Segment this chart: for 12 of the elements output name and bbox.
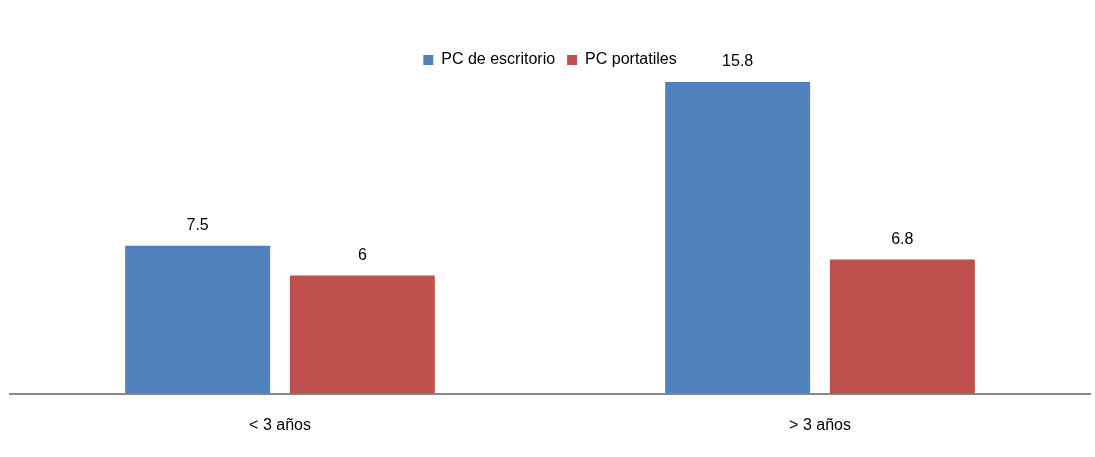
bar <box>289 275 435 394</box>
data-label: 7.5 <box>186 216 209 234</box>
data-label: 6.8 <box>891 229 914 247</box>
x-tick-label: > 3 años <box>789 415 851 433</box>
bar <box>125 245 271 394</box>
x-tick-label: < 3 años <box>249 415 311 433</box>
data-label: 15.8 <box>722 52 754 70</box>
data-label: 6 <box>357 245 367 263</box>
legend-label: PC portatiles <box>585 50 677 68</box>
bar <box>829 259 975 394</box>
bar <box>665 81 811 394</box>
legend-label: PC de escritorio <box>441 50 556 68</box>
